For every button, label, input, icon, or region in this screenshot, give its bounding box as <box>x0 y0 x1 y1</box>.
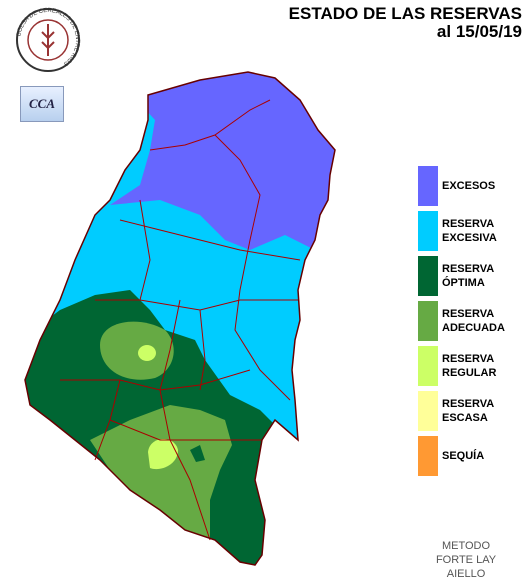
zone <box>138 345 156 361</box>
legend-label: EXCESOS <box>442 179 496 192</box>
zone <box>100 321 174 380</box>
legend-item: RESERVA ESCASA <box>418 388 508 433</box>
legend-swatch <box>418 210 438 251</box>
cca-logo: CCA <box>20 86 64 122</box>
legend-swatch <box>418 345 438 386</box>
method-note: METODO FORTE LAY AIELLO <box>435 540 497 580</box>
zone <box>100 72 335 260</box>
legend-item: SEQUÍA <box>418 433 508 478</box>
legend-label: RESERVA REGULAR <box>442 352 497 379</box>
legend: EXCESOS RESERVA EXCESIVA RESERVA ÓPTIMA RES… <box>418 163 508 478</box>
legend-swatch <box>418 165 438 206</box>
map <box>24 71 336 566</box>
title-block: ESTADO DE LAS RESERVAS al 15/05/19 <box>289 5 522 41</box>
subtitle: al 15/05/19 <box>436 22 522 41</box>
legend-item: RESERVA REGULAR <box>418 343 508 388</box>
legend-label: SEQUÍA <box>442 449 485 462</box>
zone <box>90 405 232 560</box>
legend-swatch <box>418 435 438 476</box>
legend-swatch <box>418 255 438 296</box>
legend-item: RESERVA ADECUADA <box>418 298 508 343</box>
legend-label: RESERVA ÓPTIMA <box>442 262 494 289</box>
legend-item: EXCESOS <box>418 163 508 208</box>
legend-swatch <box>418 300 438 341</box>
legend-swatch <box>418 390 438 431</box>
legend-label: RESERVA ADECUADA <box>442 307 505 334</box>
legend-item: RESERVA EXCESIVA <box>418 208 508 253</box>
logo: BOLSA DE CEREALES DE ENTRE RIOS <box>16 8 80 72</box>
legend-item: RESERVA ÓPTIMA <box>418 253 508 298</box>
title: ESTADO DE LAS RESERVAS <box>288 4 522 23</box>
legend-label: RESERVA ESCASA <box>442 397 494 424</box>
zone <box>190 445 205 462</box>
zone <box>148 438 178 470</box>
legend-label: RESERVA EXCESIVA <box>442 217 497 244</box>
